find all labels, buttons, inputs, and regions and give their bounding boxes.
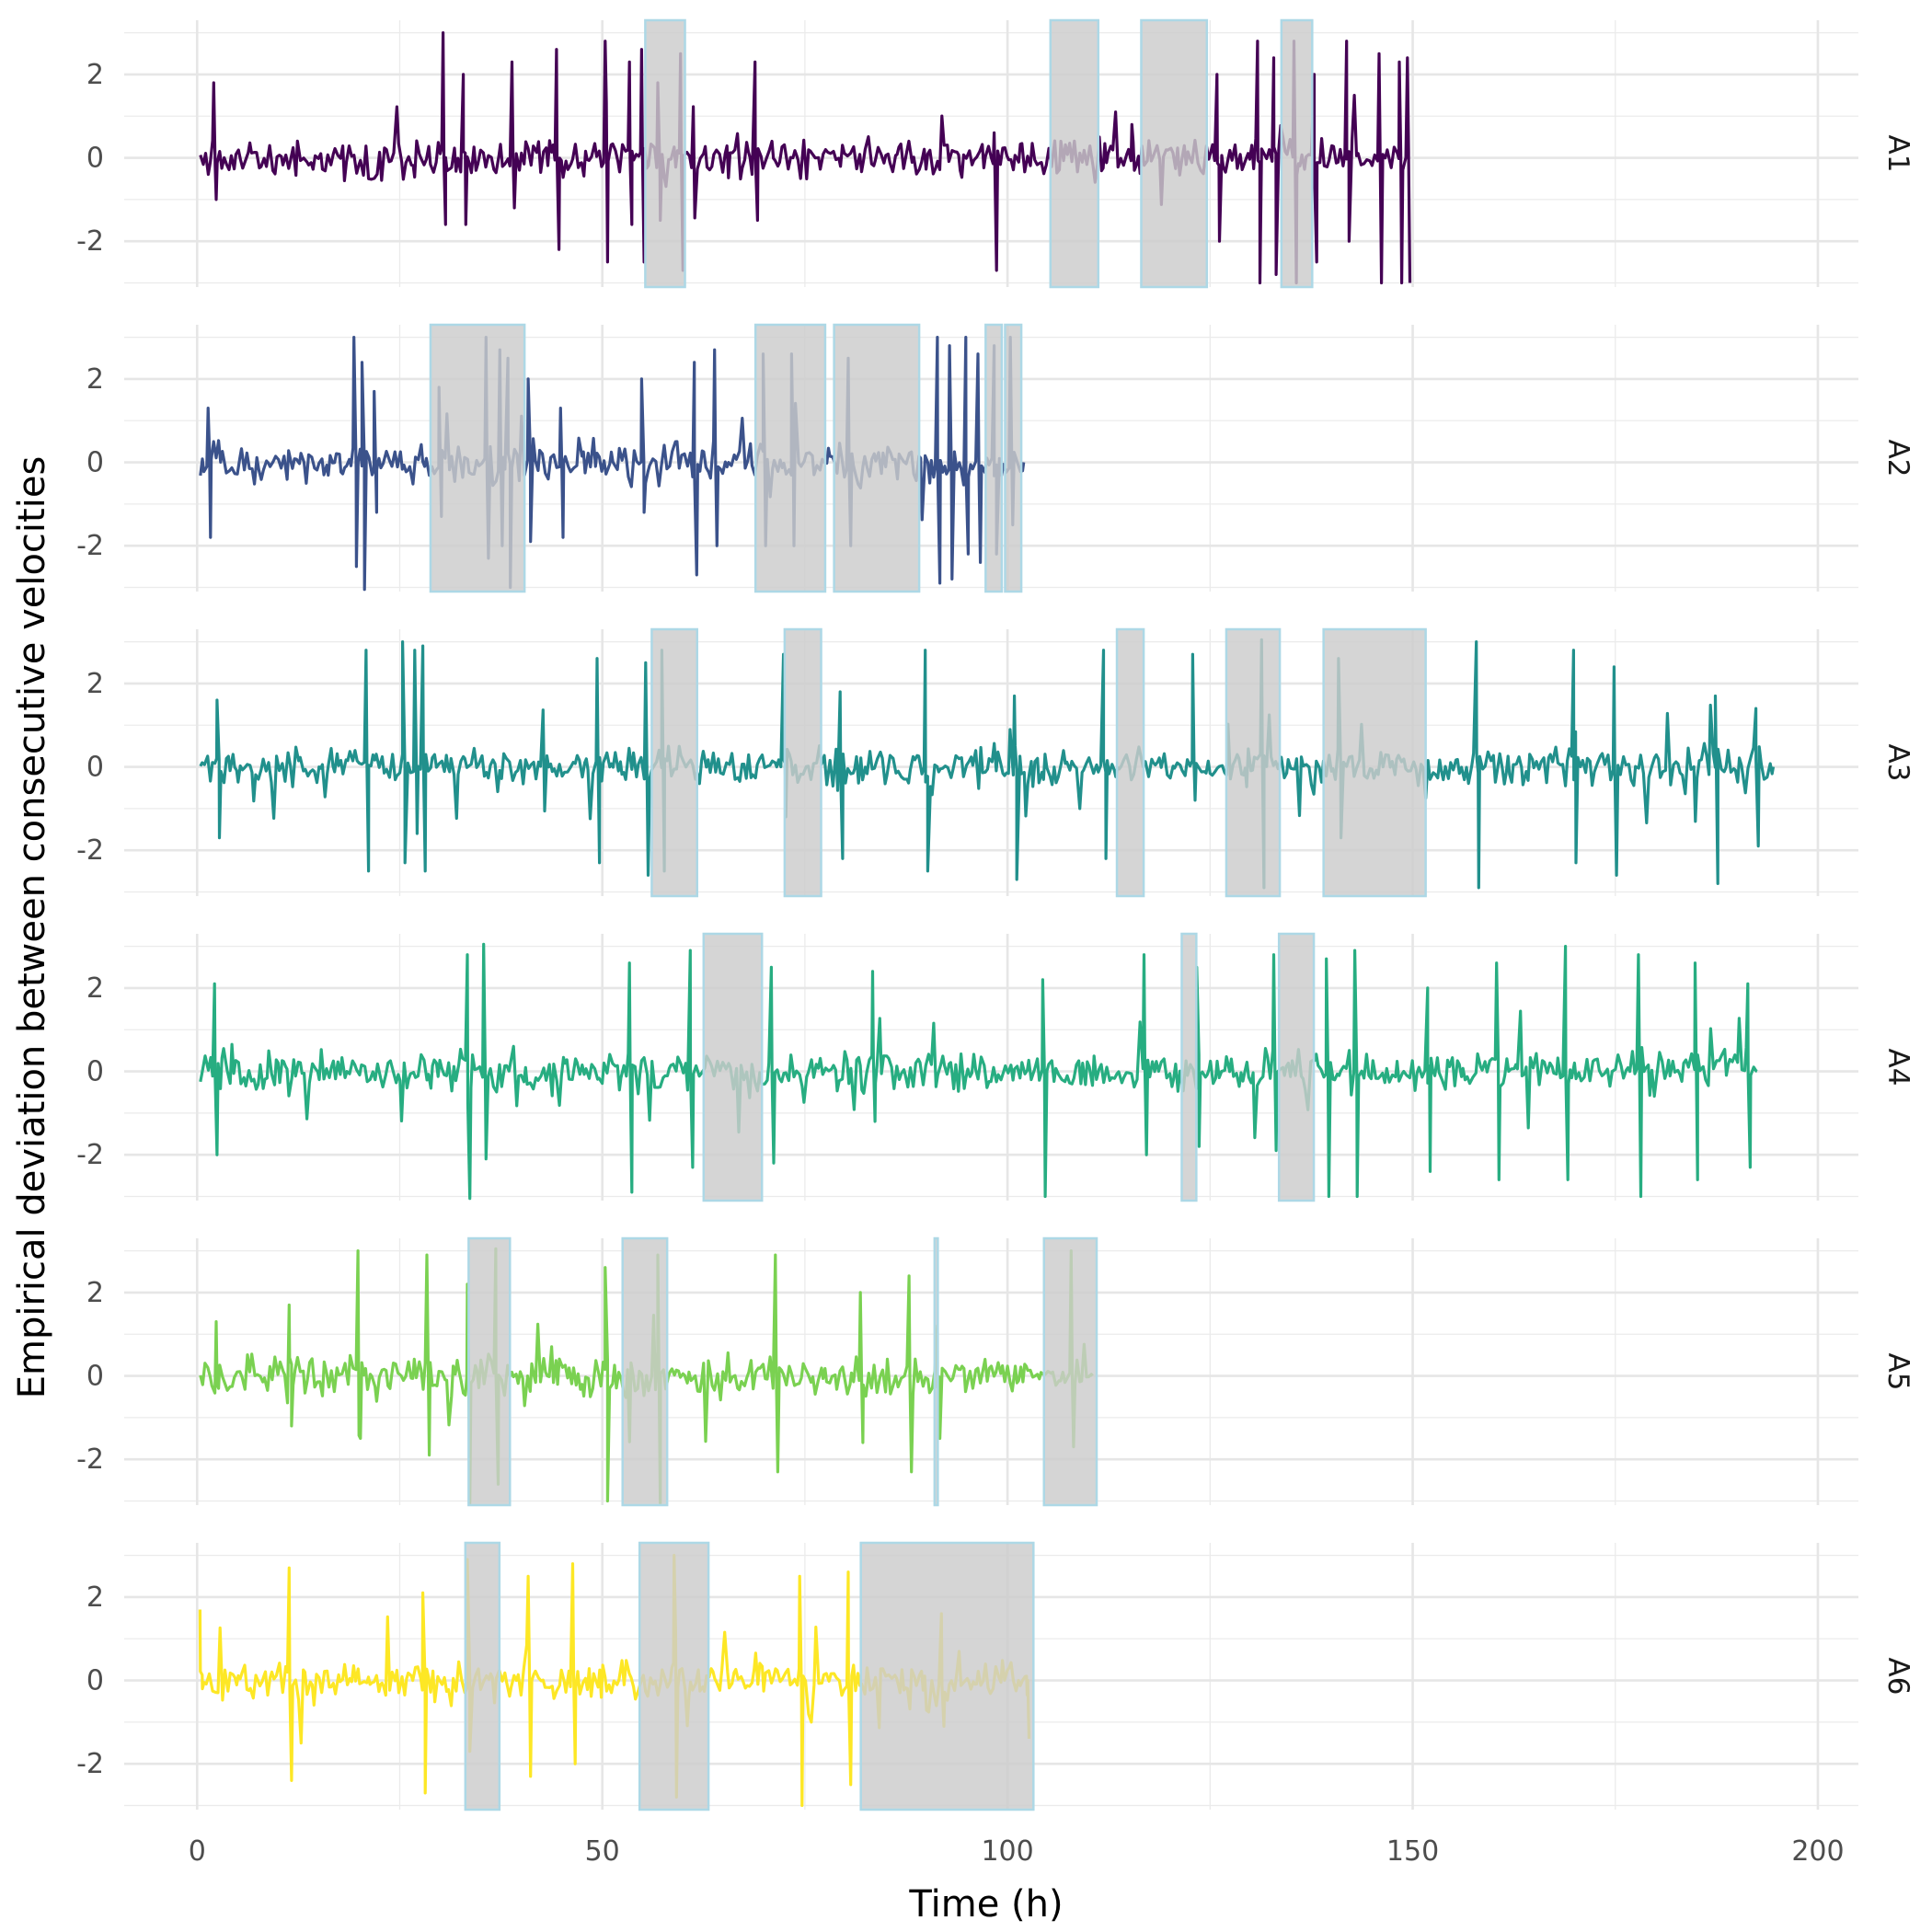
y-tick-label: 0 bbox=[86, 1665, 104, 1697]
facet-panel-a6: -2 0 2 A6 bbox=[76, 1541, 1915, 1811]
facet-panels: -2 0 2 A1 -2 0 2 A2 -2 0 2 A3 -2 0 2 A4 -2 0 2 A5 -2 0 2 A6 bbox=[76, 18, 1915, 1811]
x-axis-title: Time (h) bbox=[908, 1883, 1063, 1926]
y-tick-label: 0 bbox=[86, 1361, 104, 1393]
shaded-interval bbox=[1042, 1236, 1098, 1507]
x-tick-label: 0 bbox=[189, 1835, 206, 1868]
x-tick-label: 150 bbox=[1386, 1835, 1439, 1868]
shaded-interval bbox=[933, 1236, 939, 1507]
shaded-interval bbox=[1140, 18, 1209, 289]
facet-panel-a5: -2 0 2 A5 bbox=[76, 1236, 1915, 1507]
y-tick-label: -2 bbox=[76, 1748, 104, 1780]
y-tick-label: 2 bbox=[86, 59, 104, 91]
shaded-interval bbox=[1115, 627, 1145, 898]
y-tick-label: 0 bbox=[86, 447, 104, 479]
strip-label-a4: A4 bbox=[1881, 1049, 1915, 1087]
x-axis: 0 50 100 150 200 bbox=[189, 1835, 1845, 1868]
shaded-interval bbox=[644, 18, 686, 289]
strip-label-a6: A6 bbox=[1881, 1658, 1915, 1696]
y-tick-label: 0 bbox=[86, 752, 104, 784]
shaded-interval bbox=[1004, 323, 1023, 593]
y-tick-label: -2 bbox=[76, 225, 104, 258]
y-tick-label: 2 bbox=[86, 1581, 104, 1614]
shaded-interval bbox=[429, 323, 526, 593]
y-tick-label: 2 bbox=[86, 668, 104, 700]
shaded-interval bbox=[702, 932, 764, 1202]
strip-label-a3: A3 bbox=[1881, 744, 1915, 782]
shaded-interval bbox=[467, 1236, 512, 1507]
y-tick-label: 2 bbox=[86, 1277, 104, 1309]
y-tick-label: 0 bbox=[86, 1056, 104, 1088]
series-line-a1 bbox=[199, 31, 1412, 285]
y-tick-label: 2 bbox=[86, 972, 104, 1005]
y-tick-label: -2 bbox=[76, 834, 104, 867]
shaded-interval bbox=[621, 1236, 669, 1507]
strip-label-a2: A2 bbox=[1881, 440, 1915, 477]
shaded-interval bbox=[650, 627, 699, 898]
shaded-interval bbox=[1225, 627, 1282, 898]
y-tick-label: -2 bbox=[76, 1443, 104, 1476]
shaded-interval bbox=[753, 323, 827, 593]
shaded-interval bbox=[464, 1541, 501, 1811]
facet-panel-a1: -2 0 2 A1 bbox=[76, 18, 1915, 289]
x-tick-label: 200 bbox=[1791, 1835, 1844, 1868]
shaded-interval bbox=[1322, 627, 1427, 898]
shaded-interval bbox=[859, 1541, 1035, 1811]
series-line-a4 bbox=[199, 942, 1758, 1201]
strip-label-a1: A1 bbox=[1881, 135, 1915, 173]
shaded-interval bbox=[1280, 18, 1314, 289]
shaded-interval bbox=[1277, 932, 1316, 1202]
shaded-interval bbox=[833, 323, 921, 593]
strip-label-a5: A5 bbox=[1881, 1353, 1915, 1391]
facet-panel-a3: -2 0 2 A3 bbox=[76, 627, 1915, 898]
shaded-interval bbox=[1180, 932, 1198, 1202]
shaded-interval bbox=[984, 323, 1004, 593]
facet-panel-a4: -2 0 2 A4 bbox=[76, 932, 1915, 1202]
shaded-interval bbox=[1049, 18, 1100, 289]
x-tick-label: 50 bbox=[585, 1835, 620, 1868]
y-axis-title: Empirical deviation between consecutive … bbox=[11, 456, 53, 1399]
shaded-interval bbox=[638, 1541, 710, 1811]
y-tick-label: -2 bbox=[76, 1139, 104, 1171]
y-tick-label: 2 bbox=[86, 363, 104, 396]
y-tick-label: 0 bbox=[86, 143, 104, 175]
facet-panel-a2: -2 0 2 A2 bbox=[76, 323, 1915, 593]
series-line-a3 bbox=[199, 638, 1776, 890]
y-tick-label: -2 bbox=[76, 530, 104, 562]
x-tick-label: 100 bbox=[981, 1835, 1033, 1868]
shaded-interval bbox=[783, 627, 822, 898]
